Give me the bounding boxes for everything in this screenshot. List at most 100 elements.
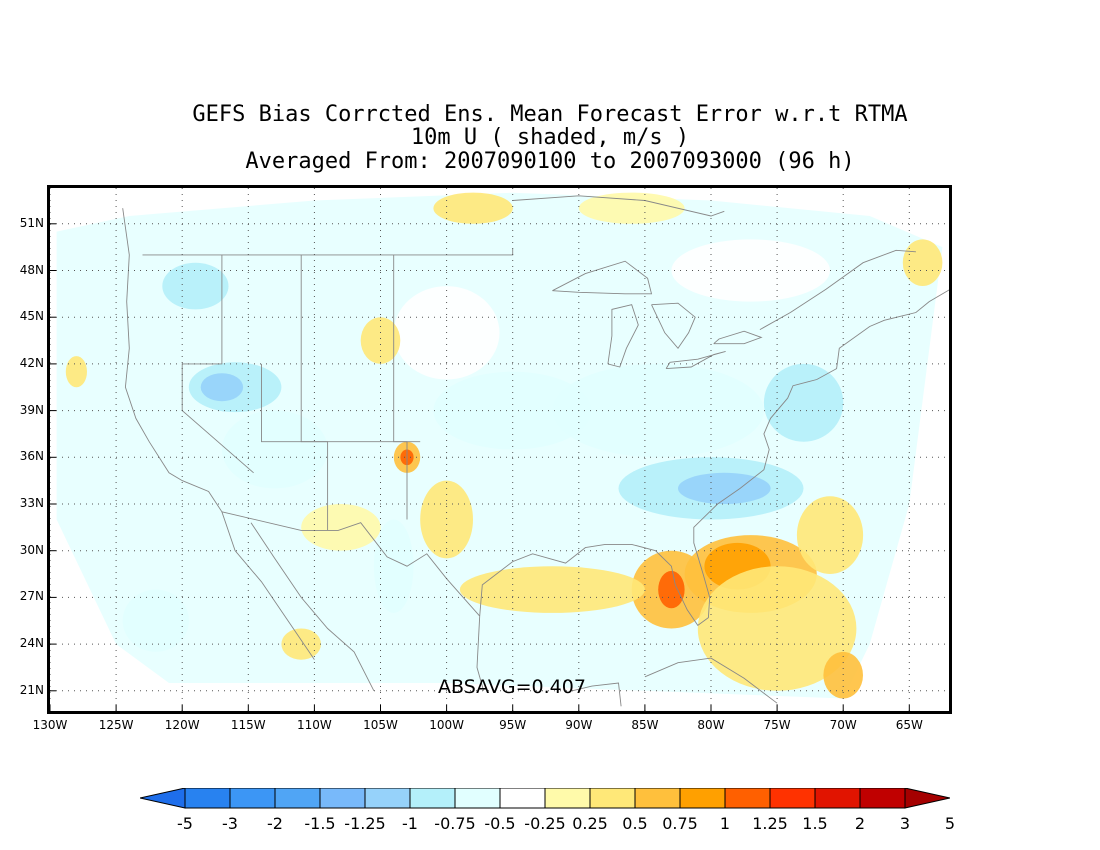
lat-tick-label: 33N [19, 496, 44, 510]
colorbar-swatch [724, 788, 771, 809]
coastline-gulf-of-california [250, 522, 375, 692]
lon-tick-label: 115W [230, 718, 266, 732]
lon-tick-label: 100W [429, 718, 464, 732]
colorbar-level-label: 1.25 [752, 814, 788, 833]
lon-tick-label: 85W [631, 718, 659, 732]
lon-tick-label: 125W [98, 718, 134, 732]
colorbar-level-label: -5 [177, 814, 193, 833]
colorbar-swatch [679, 788, 726, 809]
positive-bias-region-24 [360, 317, 401, 364]
lon-tick-label: 105W [363, 718, 398, 732]
coastline-lake-ontario [713, 330, 763, 345]
colorbar-level-label: -1 [402, 814, 418, 833]
lat-tick-label: 48N [19, 262, 44, 277]
colorbar-level-label: 2 [854, 814, 866, 833]
lat-tick-label: 45N [19, 309, 44, 324]
positive-bias-region-29 [301, 504, 381, 551]
lat-tick-label: 36N [19, 449, 44, 464]
colorbar-level-label: -2 [267, 814, 283, 833]
colorbar-level-label: -0.5 [484, 814, 516, 833]
negative-bias-region-5 [552, 363, 764, 458]
positive-bias-region-22 [796, 496, 864, 574]
lon-tick-label: 95W [499, 718, 527, 732]
map-panel [47, 185, 952, 714]
lon-tick-label: 80W [697, 718, 725, 732]
coastline-cuba [644, 657, 778, 704]
colorbar-swatch [544, 788, 591, 809]
negative-bias-region-9 [122, 589, 189, 652]
lon-tick-label: 90W [565, 718, 593, 732]
lon-tick-label: 110W [297, 718, 332, 732]
coastline-lake-superior [552, 260, 653, 295]
colorbar-level-label: 0.25 [572, 814, 608, 833]
map-field [50, 188, 949, 711]
colorbar-swatch [454, 788, 501, 809]
colorbar-right-arrow [904, 788, 950, 809]
positive-bias-region-14 [658, 570, 685, 609]
coastline-st-lawrence [759, 249, 916, 330]
colorbar-level-label: -1.25 [344, 814, 386, 833]
plot-title-line1: GEFS Bias Corrcted Ens. Mean Forecast Er… [192, 102, 908, 127]
colorbar [140, 788, 950, 809]
lon-tick-label: 130W [32, 718, 68, 732]
lat-tick-label: 39N [19, 402, 44, 417]
positive-bias-region-25 [281, 628, 321, 660]
colorbar-level-label: -1.5 [304, 814, 336, 833]
colorbar-level-label: -0.25 [524, 814, 566, 833]
colorbar-level-label: 3 [899, 814, 911, 833]
lat-tick-label: 30N [19, 542, 44, 557]
coastline-canada-border [142, 248, 514, 256]
lon-tick-label: 75W [763, 718, 791, 732]
colorbar-swatch [589, 788, 636, 809]
lon-tick-label: 120W [164, 718, 200, 732]
coastline-gulf-coast [479, 289, 949, 627]
colorbar-swatch [814, 788, 861, 809]
negative-bias-region-10 [373, 519, 414, 613]
colorbar-level-label: 0.5 [622, 814, 648, 833]
coastline-state-lines-4 [261, 363, 421, 443]
lon-tick-label: 65W [895, 718, 923, 732]
lat-tick-label: 21N [19, 682, 44, 697]
coastline-yucatan [572, 682, 622, 707]
colorbar-swatch [319, 788, 366, 809]
colorbar-swatch [229, 788, 276, 809]
lon-tick-label: 70W [829, 718, 857, 732]
positive-bias-region-28 [433, 192, 513, 224]
negative-bias-region-8 [763, 363, 844, 442]
colorbar-swatch [769, 788, 816, 809]
lat-tick-label: 42N [19, 355, 44, 370]
colorbar-swatch [184, 788, 231, 809]
colorbar-swatch [274, 788, 321, 809]
coastline-mexico-gulf [476, 616, 485, 691]
colorbar-swatch [859, 788, 906, 809]
positive-bias-region-30 [578, 192, 685, 224]
negative-bias-region-7 [678, 472, 771, 504]
colorbar-level-label: 1 [719, 814, 731, 833]
colorbar-level-label: 1.5 [802, 814, 828, 833]
positive-bias-region-18 [459, 566, 645, 613]
colorbar-swatch [364, 788, 411, 809]
absavg-label: ABSAVG=0.407 [438, 676, 586, 698]
negative-bias-region-1 [200, 373, 244, 402]
colorbar-level-label: 5 [944, 814, 956, 833]
colorbar-swatch [634, 788, 681, 809]
positive-bias-region-27 [902, 239, 943, 286]
plot-title-line2: 10m U ( shaded, m/s ) [410, 125, 690, 150]
negative-bias-region-2 [221, 410, 328, 489]
colorbar-swatch [499, 788, 546, 809]
coastline-lake-huron [651, 302, 696, 350]
colorbar-left-arrow [140, 788, 186, 809]
positive-bias-region-23 [420, 480, 473, 559]
positive-bias-region-26 [65, 356, 87, 388]
plot-title-line3: Averaged From: 2007090100 to 2007093000 … [245, 149, 855, 174]
colorbar-swatch [409, 788, 456, 809]
negative-bias-region-3 [162, 262, 229, 310]
lat-tick-label: 27N [19, 589, 44, 604]
colorbar-level-label: -3 [222, 814, 238, 833]
positive-bias-region-17 [697, 566, 857, 691]
positive-bias-region-21 [823, 651, 863, 699]
colorbar-level-label: -0.75 [434, 814, 476, 833]
coastline-us-mexico-border [221, 511, 481, 617]
lat-tick-label: 24N [19, 636, 44, 651]
lat-tick-label: 51N [19, 215, 44, 230]
